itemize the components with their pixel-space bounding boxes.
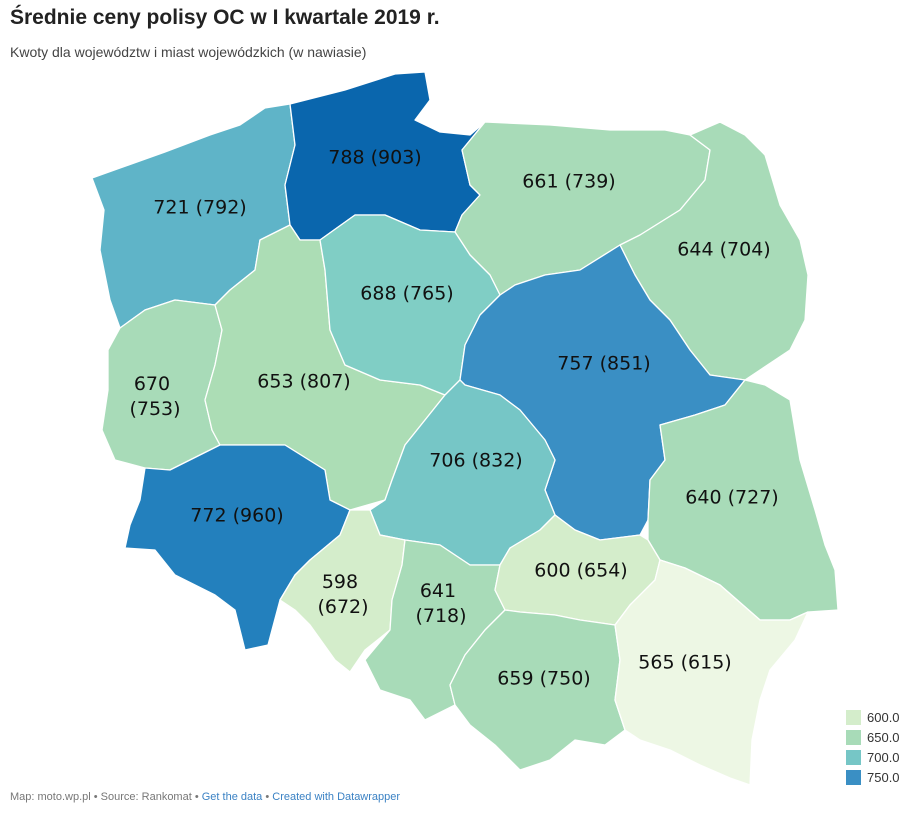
region-label-warminsko-mazurskie: 661 (739) [522, 171, 615, 193]
legend-item: 750.0 [846, 767, 900, 787]
region-label-podkarpackie: 565 (615) [638, 652, 731, 674]
region-label-podlaskie: 644 (704) [677, 239, 770, 261]
region-label-swietokrzyskie: 600 (654) [534, 560, 627, 582]
region-label-malopolskie: 659 (750) [497, 668, 590, 690]
region-label-lubelskie: 640 (727) [685, 487, 778, 509]
color-legend: 600.0 650.0 700.0 750.0 [846, 707, 900, 787]
datawrapper-link[interactable]: Created with Datawrapper [272, 791, 401, 803]
legend-swatch [846, 769, 861, 785]
legend-label: 750.0 [867, 769, 900, 785]
region-label-slaskie-line2: (718) [415, 605, 466, 627]
legend-swatch [846, 749, 861, 765]
region-label-opolskie-line1: 598 [322, 571, 358, 593]
legend-label: 600.0 [867, 709, 900, 725]
legend-label: 650.0 [867, 729, 900, 745]
chart-title: Średnie ceny polisy OC w I kwartale 2019… [10, 6, 440, 29]
region-label-lubuskie-line2: (753) [129, 398, 180, 420]
map-credit: Map: moto.wp.pl [10, 791, 91, 803]
region-label-opolskie: 598 (672) [317, 571, 368, 618]
get-the-data-link[interactable]: Get the data [201, 791, 263, 803]
region-label-kujawsko-pomorskie: 688 (765) [360, 283, 453, 305]
region-label-lodzkie: 706 (832) [429, 450, 522, 472]
region-label-mazowieckie: 757 (851) [557, 353, 650, 375]
footer-separator: • [90, 791, 101, 803]
legend-swatch [846, 729, 861, 745]
source-credit: Source: Rankomat [100, 791, 192, 803]
region-podkarpackie[interactable] [614, 559, 809, 786]
legend-swatch [846, 709, 861, 725]
legend-item: 650.0 [846, 727, 900, 747]
region-label-zachodniopomorskie: 721 (792) [153, 197, 246, 219]
region-lubelskie[interactable] [647, 379, 839, 621]
chart-subtitle: Kwoty dla województw i miast wojewódzkic… [10, 44, 367, 60]
legend-item: 700.0 [846, 747, 900, 767]
footer-separator: • [262, 791, 273, 803]
region-label-wielkopolskie: 653 (807) [257, 371, 350, 393]
region-opolskie[interactable] [279, 509, 406, 673]
legend-item: 600.0 [846, 707, 900, 727]
region-label-pomorskie: 788 (903) [328, 147, 421, 169]
footer-separator: • [191, 791, 202, 803]
region-label-slaskie-line1: 641 [420, 580, 456, 602]
region-label-lubuskie-line1: 670 [134, 373, 170, 395]
region-label-dolnoslaskie: 772 (960) [190, 505, 283, 527]
region-label-lubuskie: 670 (753) [129, 373, 180, 420]
footer-credits: Map: moto.wp.pl • Source: Rankomat • Get… [10, 791, 400, 803]
region-label-opolskie-line2: (672) [317, 596, 368, 618]
region-label-slaskie: 641 (718) [415, 580, 466, 627]
legend-label: 700.0 [867, 749, 900, 765]
